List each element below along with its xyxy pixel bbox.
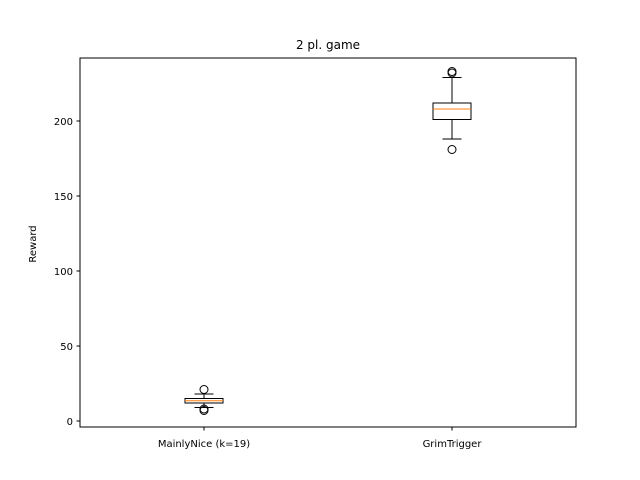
outlier-point xyxy=(447,67,457,76)
outlier-point xyxy=(447,145,457,154)
y-tick-label: 0 xyxy=(67,417,73,428)
chart-title: 2 pl. game xyxy=(296,38,360,52)
box-iqr xyxy=(432,102,472,120)
x-tick-label: MainlyNice (k=19) xyxy=(158,439,250,450)
x-tick-label: GrimTrigger xyxy=(423,439,483,450)
y-axis-label: Reward xyxy=(28,225,39,262)
y-tick-label: 50 xyxy=(60,342,73,353)
y-tick-label: 100 xyxy=(54,267,73,278)
y-tick-label: 200 xyxy=(54,117,73,128)
axes-frame xyxy=(79,57,577,428)
outlier-point xyxy=(199,404,209,414)
outlier-point xyxy=(199,385,209,394)
plot-area: 0 50 100 150 200 MainlyNice (k=19) GrimTrigger xyxy=(54,67,483,450)
y-tick-label: 150 xyxy=(54,192,73,203)
